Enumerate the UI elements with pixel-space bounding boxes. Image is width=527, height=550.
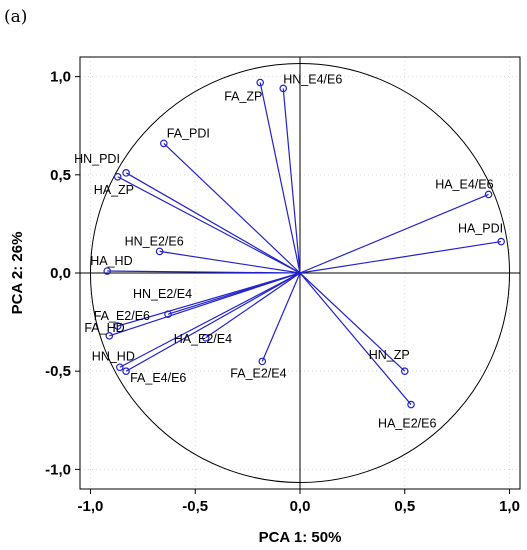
point-label-5: HA_E4/E6 xyxy=(435,177,493,191)
vector-line-4 xyxy=(117,176,301,274)
point-label-13: HN_HD xyxy=(92,349,135,363)
data-point-10 xyxy=(113,322,122,330)
point-label-7: HN_E2/E6 xyxy=(125,234,184,248)
vector-line-15 xyxy=(261,272,301,362)
point-label-8: HA_HD xyxy=(90,254,132,268)
point-label-6: HA_PDI xyxy=(458,222,503,236)
data-point-2 xyxy=(160,139,168,148)
loading-vectors xyxy=(107,82,502,405)
vector-line-8 xyxy=(107,270,301,274)
panel-label: (a) xyxy=(4,7,27,27)
point-label-9: HN_E2/E4 xyxy=(133,287,192,301)
vector-line-1 xyxy=(259,82,301,274)
vector-line-12 xyxy=(205,272,301,339)
point-label-11: FA_HD xyxy=(84,321,124,335)
unit-circle xyxy=(89,62,511,484)
data-point-13 xyxy=(116,363,124,372)
vector-line-7 xyxy=(159,250,301,274)
y-tick-label-1: -0,5 xyxy=(45,363,71,380)
point-label-17: HA_E2/E6 xyxy=(378,417,436,431)
data-point-8 xyxy=(103,267,112,275)
point-label-14: FA_E4/E6 xyxy=(130,371,186,385)
x-axis-title: PCA 1: 50% xyxy=(259,529,342,546)
x-tick-label-1: -0,5 xyxy=(182,498,208,515)
data-point-7 xyxy=(155,247,164,256)
point-label-4: HA_ZP xyxy=(94,183,134,197)
y-tick-label-3: 0,5 xyxy=(50,167,71,184)
x-tick-label-2: 0,0 xyxy=(290,498,311,515)
data-point-4 xyxy=(113,172,122,181)
data-point-9 xyxy=(164,310,172,319)
data-point-11 xyxy=(105,332,114,340)
vector-line-13 xyxy=(119,272,301,368)
point-label-12: HA_E2/E4 xyxy=(174,332,232,346)
axis-ticks: -1,0 -0,5 0,0 0,5 1,0 -1,0 -0,5 0,0 0,5 1,0 xyxy=(45,69,520,515)
point-label-15: FA_E2/E4 xyxy=(230,366,286,380)
vector-line-14 xyxy=(125,272,301,372)
data-point-14 xyxy=(122,367,130,375)
data-point-16 xyxy=(400,367,409,375)
y-tick-label-0: -1,0 xyxy=(45,461,71,478)
vector-line-16 xyxy=(299,272,406,372)
point-label-3: HN_PDI xyxy=(74,152,120,166)
point-label-16: HN_ZP xyxy=(369,348,410,362)
vector-line-10 xyxy=(117,272,301,327)
vector-line-3 xyxy=(125,172,301,274)
loading-points xyxy=(103,78,505,409)
data-point-6 xyxy=(497,237,505,246)
x-tick-label-0: -1,0 xyxy=(78,498,104,515)
data-point-15 xyxy=(258,357,267,366)
y-tick-label-2: 0,0 xyxy=(50,265,71,282)
point-labels: HN_E4/E6 FA_ZP FA_PDI HN_PDI HA_ZP HA_E4/E6 HA… xyxy=(74,72,503,430)
data-point-17 xyxy=(407,400,415,409)
data-point-1 xyxy=(256,78,264,87)
data-point-0 xyxy=(279,84,288,93)
y-axis-title: PCA 2: 26% xyxy=(9,232,26,315)
data-point-5 xyxy=(484,190,493,199)
data-point-12 xyxy=(201,333,210,342)
vector-line-2 xyxy=(163,142,301,274)
point-label-0: HN_E4/E6 xyxy=(283,72,342,86)
vector-line-17 xyxy=(299,272,412,405)
point-label-1: FA_ZP xyxy=(224,90,262,104)
data-point-3 xyxy=(122,169,130,177)
x-tick-label-4: 1,0 xyxy=(499,498,520,515)
vector-line-0 xyxy=(282,88,301,274)
vector-line-11 xyxy=(109,272,301,337)
point-label-2: FA_PDI xyxy=(167,126,210,140)
y-tick-label-4: 1,0 xyxy=(50,69,71,86)
point-label-10: FA_E2/E6 xyxy=(94,309,150,323)
vector-line-6 xyxy=(299,240,502,274)
x-tick-label-3: 0,5 xyxy=(394,498,415,515)
vector-line-5 xyxy=(299,193,489,274)
